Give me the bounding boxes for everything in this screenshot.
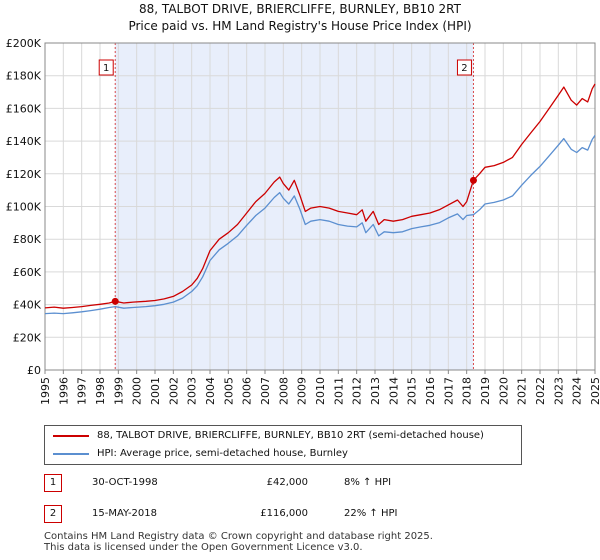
x-tick-label-8: 2003 <box>186 377 199 405</box>
sale-date-1: 30-OCT-1998 <box>92 477 158 488</box>
x-tick-label-2: 1997 <box>76 377 89 405</box>
legend-swatch-property <box>53 435 89 437</box>
x-tick-label-11: 2006 <box>241 377 254 405</box>
x-tick-label-20: 2015 <box>406 377 419 405</box>
x-tick-label-5: 2000 <box>131 377 144 405</box>
x-tick-label-15: 2010 <box>314 377 327 405</box>
footer-licence: This data is licensed under the Open Gov… <box>44 542 363 553</box>
x-tick-label-30: 2025 <box>589 377 600 405</box>
x-tick-label-29: 2024 <box>571 377 584 405</box>
sale-label-2: 2 <box>461 63 467 74</box>
x-tick-label-16: 2011 <box>332 377 345 405</box>
y-tick-label-7: £140K <box>6 135 42 148</box>
series-line-hpi <box>44 135 596 315</box>
x-tick-label-0: 1995 <box>39 377 52 405</box>
price-chart: 1 2 £0 £20K £40K £60K £80K £100K £120K £140K £160K… <box>6 37 600 405</box>
x-tick-label-13: 2008 <box>277 377 290 405</box>
x-tick-label-26: 2021 <box>516 377 529 405</box>
x-tick-label-28: 2023 <box>552 377 565 405</box>
x-tick-label-14: 2009 <box>296 377 309 405</box>
x-tick-label-25: 2020 <box>497 377 510 405</box>
x-tick-label-18: 2013 <box>369 377 382 405</box>
x-tick-label-19: 2014 <box>387 377 400 405</box>
sale-label-box-2 <box>456 59 472 76</box>
chart-title: 88, TALBOT DRIVE, BRIERCLIFFE, BURNLEY, … <box>139 2 461 16</box>
y-tick-label-4: £80K <box>13 233 42 246</box>
sale-hpi-2: 22% ↑ HPI <box>344 508 398 519</box>
x-tick-label-21: 2016 <box>424 377 437 405</box>
legend-swatch-hpi <box>53 453 89 455</box>
x-tick-label-1: 1996 <box>57 377 70 405</box>
sale-number-1: 1 <box>44 474 62 492</box>
x-tick-label-23: 2018 <box>461 377 474 405</box>
y-tick-label-5: £100K <box>6 201 42 214</box>
sale-label-1: 1 <box>103 63 109 74</box>
x-tick-label-24: 2019 <box>479 377 492 405</box>
x-tick-label-6: 2001 <box>149 377 162 405</box>
footer-copyright: Contains HM Land Registry data © Crown c… <box>44 531 433 542</box>
y-tick-label-2: £40K <box>13 299 42 312</box>
sale-date-2: 15-MAY-2018 <box>92 508 158 519</box>
y-tick-label-0: £0 <box>27 364 41 377</box>
sale-price-2: £116,000 <box>260 508 308 519</box>
y-tick-label-8: £160K <box>6 102 42 115</box>
sale-number-2: 2 <box>44 505 62 523</box>
legend-label-hpi: HPI: Average price, semi-detached house,… <box>97 448 348 459</box>
x-tick-label-10: 2005 <box>222 377 235 405</box>
x-tick-label-3: 1998 <box>94 377 107 405</box>
legend: 88, TALBOT DRIVE, BRIERCLIFFE, BURNLEY, … <box>44 425 522 465</box>
y-tick-label-10: £200K <box>6 37 42 50</box>
sale-point-2 <box>469 176 477 184</box>
x-tick-label-9: 2004 <box>204 377 217 405</box>
sale-point-1 <box>111 297 119 305</box>
chart-subtitle: Price paid vs. HM Land Registry's House … <box>128 19 472 33</box>
y-tick-label-9: £180K <box>6 70 42 83</box>
x-tick-label-4: 1999 <box>112 377 125 405</box>
y-tick-label-1: £20K <box>13 331 42 344</box>
sale-price-1: £42,000 <box>266 477 308 488</box>
sale-label-box-1 <box>98 59 114 76</box>
x-tick-label-7: 2002 <box>167 377 180 405</box>
x-tick-label-22: 2017 <box>442 377 455 405</box>
sale-hpi-1: 8% ↑ HPI <box>344 477 392 488</box>
footer: Contains HM Land Registry data © Crown c… <box>44 531 433 553</box>
legend-label-property: 88, TALBOT DRIVE, BRIERCLIFFE, BURNLEY, … <box>97 430 484 441</box>
series-line-property <box>44 83 596 309</box>
y-tick-label-6: £120K <box>6 168 42 181</box>
x-tick-label-27: 2022 <box>534 377 547 405</box>
x-tick-label-12: 2007 <box>259 377 272 405</box>
y-tick-label-3: £60K <box>13 266 42 279</box>
x-tick-label-17: 2012 <box>351 377 364 405</box>
